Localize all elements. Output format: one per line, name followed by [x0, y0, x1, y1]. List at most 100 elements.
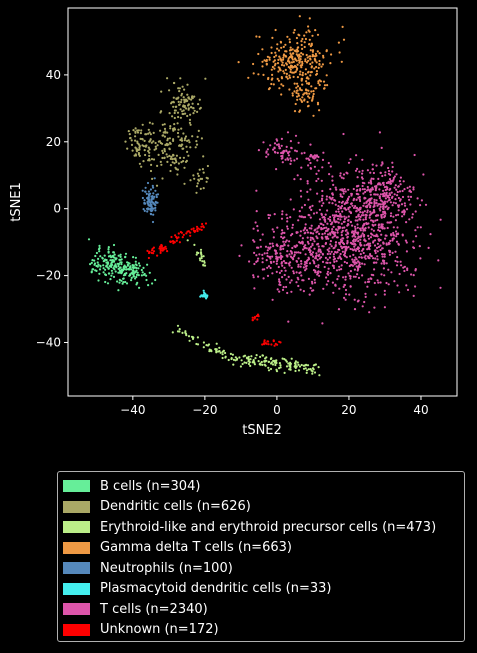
scatter-point: [134, 270, 137, 273]
scatter-point: [279, 366, 282, 369]
scatter-point: [140, 274, 143, 277]
scatter-point: [141, 123, 144, 126]
scatter-point: [327, 217, 330, 220]
scatter-point: [296, 174, 299, 177]
scatter-point: [292, 71, 295, 74]
scatter-point: [311, 98, 314, 101]
scatter-point: [286, 60, 290, 63]
scatter-point: [258, 253, 261, 256]
scatter-point: [137, 274, 140, 277]
scatter-point: [316, 50, 319, 53]
scatter-point: [403, 202, 406, 205]
scatter-point: [365, 189, 369, 192]
scatter-point: [411, 216, 414, 219]
scatter-point: [394, 230, 398, 233]
scatter-point: [145, 274, 148, 277]
scatter-point: [295, 86, 298, 89]
scatter-point: [267, 216, 270, 220]
scatter-point: [134, 277, 137, 280]
scatter-point: [310, 65, 313, 68]
scatter-point: [404, 239, 407, 242]
scatter-point: [306, 231, 310, 234]
scatter-point: [289, 162, 292, 165]
scatter-point: [152, 250, 156, 253]
scatter-point: [396, 190, 399, 194]
scatter-point: [263, 343, 266, 346]
scatter-point: [347, 246, 350, 249]
scatter-point: [124, 280, 127, 284]
scatter-point: [268, 87, 271, 90]
scatter-point: [256, 225, 259, 228]
scatter-point: [328, 256, 331, 259]
scatter-point: [380, 262, 383, 265]
scatter-point: [366, 280, 370, 283]
scatter-point: [318, 83, 321, 87]
scatter-point: [161, 177, 164, 180]
scatter-point: [178, 90, 181, 93]
scatter-point: [318, 109, 321, 112]
scatter-point: [177, 87, 180, 90]
scatter-point: [149, 201, 152, 204]
scatter-point: [286, 131, 290, 134]
scatter-point: [308, 38, 311, 41]
scatter-point: [294, 134, 298, 137]
scatter-point: [276, 77, 279, 80]
scatter-point: [136, 281, 139, 284]
scatter-point: [318, 274, 321, 277]
scatter-point: [376, 193, 379, 196]
scatter-point: [294, 65, 298, 68]
scatter-point: [301, 53, 305, 56]
scatter-point: [221, 356, 224, 360]
scatter-point: [178, 144, 181, 147]
scatter-point: [252, 227, 255, 230]
scatter-point: [341, 226, 344, 229]
scatter-point: [99, 255, 102, 258]
scatter-point: [173, 116, 176, 120]
scatter-point: [352, 261, 355, 264]
scatter-point: [340, 60, 343, 63]
scatter-point: [159, 249, 162, 252]
scatter-point: [408, 190, 411, 193]
scatter-point: [172, 138, 175, 141]
scatter-point: [184, 330, 187, 333]
scatter-point: [341, 195, 344, 198]
scatter-point: [180, 137, 183, 140]
scatter-point: [299, 288, 302, 291]
scatter-point: [332, 225, 335, 228]
scatter-point: [279, 245, 282, 248]
scatter-point: [143, 209, 146, 212]
scatter-point: [329, 232, 332, 235]
scatter-point: [189, 231, 192, 234]
scatter-point: [370, 273, 373, 276]
scatter-point: [287, 244, 290, 247]
scatter-point: [345, 216, 348, 219]
scatter-point: [330, 53, 333, 56]
scatter-point: [325, 283, 328, 286]
scatter-point: [369, 171, 372, 174]
scatter-point: [263, 268, 266, 271]
scatter-point: [111, 272, 114, 275]
scatter-point: [335, 228, 338, 231]
scatter-point: [383, 293, 386, 296]
scatter-point: [179, 230, 182, 234]
scatter-point: [358, 250, 361, 253]
scatter-point: [313, 247, 316, 250]
scatter-point: [243, 361, 246, 364]
scatter-point: [120, 272, 123, 275]
scatter-point: [365, 243, 368, 246]
scatter-point: [394, 184, 397, 187]
scatter-point: [351, 258, 354, 261]
scatter-point: [331, 236, 334, 239]
scatter-point: [385, 193, 388, 196]
scatter-point: [281, 264, 284, 267]
scatter-point: [312, 259, 315, 262]
scatter-point: [412, 186, 415, 189]
scatter-point: [349, 277, 352, 280]
scatter-point: [393, 186, 396, 189]
scatter-point: [392, 231, 395, 235]
scatter-point: [178, 328, 181, 331]
scatter-point: [191, 102, 194, 105]
scatter-point: [341, 239, 344, 242]
scatter-point: [256, 318, 259, 321]
scatter-point: [281, 156, 284, 160]
